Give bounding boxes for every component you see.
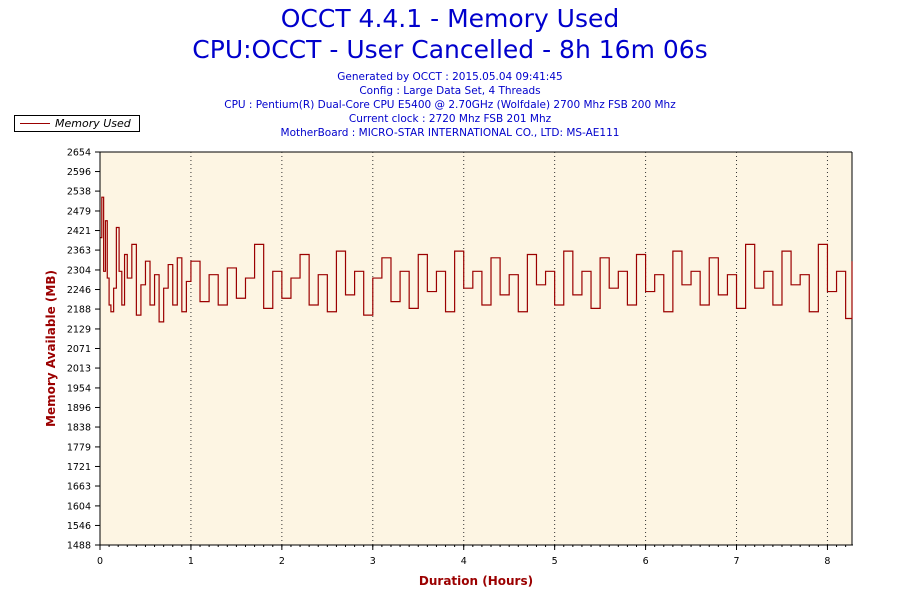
info-config: Config : Large Data Set, 4 Threads [359,85,541,97]
series-line-memory-used [100,196,853,323]
y-axis-label: Memory Available (MB) [44,270,58,427]
x-tick-label: 5 [552,556,558,567]
chart-title: OCCT 4.4.1 - Memory Used [280,4,620,33]
y-tick-label: 1721 [67,462,91,473]
y-tick-label: 2129 [67,324,91,335]
y-tick-label: 2596 [67,167,91,178]
x-tick-label: 3 [370,556,376,567]
y-tick-label: 2363 [67,246,91,257]
y-tick-label: 1488 [67,541,91,552]
y-tick-label: 2304 [67,265,91,276]
y-tick-label: 1896 [67,403,91,414]
y-tick-label: 1663 [67,482,91,493]
legend: Memory Used [14,115,140,132]
y-tick-label: 2479 [67,206,91,217]
x-tick-label: 6 [643,556,649,567]
y-tick-label: 2013 [67,364,91,375]
y-tick-label: 2246 [67,285,91,296]
info-generated: Generated by OCCT : 2015.05.04 09:41:45 [337,71,563,83]
x-tick-label: 4 [461,556,467,567]
x-axis-label: Duration (Hours) [419,574,533,588]
info-cpu: CPU : Pentium(R) Dual-Core CPU E5400 @ 2… [224,99,676,111]
y-tick-label: 2421 [67,226,91,237]
x-tick-label: 7 [733,556,739,567]
y-tick-label: 2071 [67,344,91,355]
x-tick-label: 0 [97,556,103,567]
info-clock: Current clock : 2720 Mhz FSB 201 Mhz [348,113,552,125]
y-tick-label: 1838 [67,423,91,434]
x-tick-label: 1 [188,556,194,567]
y-tick-label: 1779 [67,442,91,453]
y-tick-label: 1954 [67,383,91,394]
axis-ticks: 0 1 2 3 4 5 6 7 8 1488 1546 1604 1663 1721 1779 1838 189… [67,148,847,567]
x-tick-label: 8 [824,556,830,567]
plot-background [100,152,852,545]
grid-lines [100,151,853,545]
x-tick-label: 2 [279,556,285,567]
y-tick-label: 1604 [67,501,91,512]
legend-swatch [20,123,50,124]
y-tick-label: 1546 [67,521,91,532]
chart-subtitle: CPU:OCCT - User Cancelled - 8h 16m 06s [192,35,708,64]
y-tick-label: 2654 [67,148,91,159]
info-motherboard: MotherBoard : MICRO-STAR INTERNATIONAL C… [280,127,620,139]
y-tick-label: 2538 [67,187,91,198]
legend-label: Memory Used [55,117,131,130]
y-tick-label: 2188 [67,305,91,316]
